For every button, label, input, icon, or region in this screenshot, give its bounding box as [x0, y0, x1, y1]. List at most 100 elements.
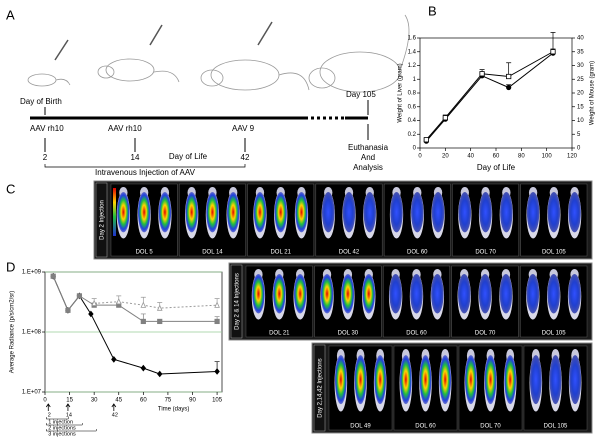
x-tick-label: 90	[189, 398, 196, 404]
image-panel: Day 2 & 14 Injections DOL 21 DOL 30 DOL 60 D…	[228, 262, 593, 341]
injection-day: 14	[131, 153, 140, 162]
signal	[295, 192, 308, 233]
x-tick-label: 80	[518, 154, 525, 160]
y-tick-label: 1.E+07	[22, 390, 42, 396]
signal	[342, 192, 356, 233]
point	[442, 115, 448, 121]
y-axis-label: Average Radiance (p/s/cm2/sr)	[10, 291, 16, 374]
signal	[500, 192, 513, 233]
point	[88, 310, 94, 318]
y-tick-label: 1.4	[408, 49, 417, 55]
signal	[410, 273, 423, 314]
image-panel: Day 2 Injection DOL 5 DOL 14 DOL 21 DOL 42 DO…	[93, 180, 593, 260]
image-panel: Day 2,14,42 Injections DOL 49 DOL 60 DOL 70…	[311, 342, 593, 434]
point	[506, 84, 512, 91]
y-tick-label: 1.E+09	[22, 270, 42, 276]
x-tick-label: 100	[542, 154, 553, 160]
vector-label: AAV rh10	[108, 124, 142, 133]
signal	[526, 192, 540, 233]
y2-tick-label: 10	[577, 118, 584, 124]
timepoint-label: DOL 70	[480, 424, 501, 430]
timepoint-label: DOL 60	[406, 331, 427, 337]
series-line	[52, 276, 218, 322]
signal	[206, 192, 219, 233]
x-tick-label: 45	[115, 398, 122, 404]
end-note: And	[361, 153, 375, 162]
signal	[274, 192, 287, 233]
x-tick-label: 20	[442, 154, 449, 160]
signal	[334, 355, 347, 405]
timepoint-label: DOL 105	[542, 250, 566, 256]
injection-arrow	[45, 403, 51, 411]
birth-label: Day of Birth	[20, 97, 62, 106]
point	[91, 299, 97, 306]
x-tick-label: 0	[418, 154, 422, 160]
panel-label: A	[6, 7, 15, 22]
signal	[431, 273, 444, 314]
x-tick-label: 60	[493, 154, 500, 160]
y2-tick-label: 20	[577, 91, 584, 97]
x-axis-label: Day of Life	[477, 163, 516, 172]
legend-label: 1 injection	[48, 419, 73, 425]
timepoint-label: DOL 60	[415, 424, 436, 430]
point	[214, 368, 220, 375]
y-tick-label: 1.2	[408, 63, 417, 69]
title-strip	[95, 182, 108, 258]
point	[50, 273, 56, 279]
signal	[431, 192, 445, 233]
point	[157, 370, 163, 378]
vector-label: AAV rh10	[30, 124, 64, 133]
panel-title: Day 2 & 14 Injections	[235, 273, 241, 330]
timepoint-label: DOL 105	[542, 331, 566, 337]
signal	[320, 273, 334, 314]
panel-label: C	[6, 181, 15, 196]
signal	[322, 192, 335, 233]
signal	[399, 355, 412, 405]
timepoint-label: DOL 42	[339, 250, 360, 256]
point	[214, 318, 220, 325]
signal	[293, 273, 307, 314]
timepoint-label: DOL 70	[475, 250, 496, 256]
signal	[390, 192, 403, 233]
point	[140, 364, 147, 372]
y2-tick-label: 0	[577, 146, 581, 152]
injection-day: 2	[43, 153, 48, 162]
x-tick-label: 0	[43, 398, 47, 404]
timepoint-label: DOL 30	[338, 331, 359, 337]
axis-label: Day of Life	[169, 152, 208, 161]
signal	[439, 355, 452, 405]
point	[214, 301, 220, 308]
y2-tick-label: 30	[577, 63, 584, 69]
y2-tick-label: 25	[577, 77, 584, 83]
signal	[484, 355, 497, 405]
signal	[464, 355, 477, 405]
injection-day-label: 14	[66, 412, 72, 418]
y2-tick-label: 5	[577, 132, 581, 138]
y2-axis-label: Weight of Mouse (gram)	[590, 61, 596, 125]
injection-arrow	[65, 403, 71, 411]
timepoint-label: DOL 105	[544, 424, 568, 430]
injection-day-label: 2	[48, 412, 51, 418]
signal	[458, 192, 472, 233]
signal	[374, 355, 387, 405]
y2-tick-label: 35	[577, 49, 584, 55]
timeline	[30, 100, 369, 168]
end-note: Analysis	[353, 163, 383, 172]
signal	[419, 355, 432, 405]
end-note: Euthanasia	[348, 143, 389, 152]
x-axis-label: Time (days)	[158, 407, 189, 413]
signal	[547, 192, 561, 233]
point	[65, 307, 71, 313]
point	[156, 304, 163, 311]
y-tick-label: 1.6	[408, 36, 417, 42]
signal	[504, 355, 517, 405]
signal	[226, 192, 240, 233]
point	[506, 73, 512, 80]
bracket	[46, 417, 69, 420]
panel-title: Day 2 Injection	[100, 200, 106, 240]
point	[550, 49, 556, 55]
bracket	[46, 423, 83, 426]
signal	[137, 192, 151, 233]
y-tick-label: 0.2	[408, 132, 417, 138]
